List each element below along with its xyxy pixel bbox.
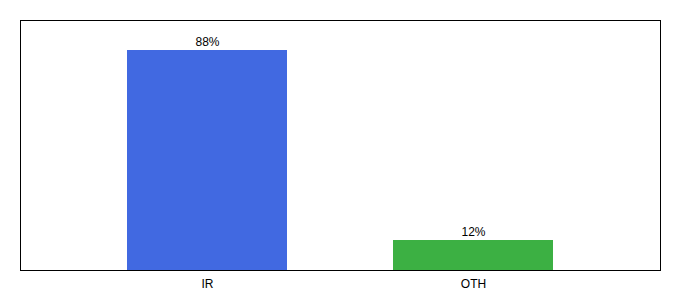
svg-text:IR: IR	[202, 277, 214, 291]
svg-text:OTH: OTH	[461, 277, 486, 291]
svg-text:88%: 88%	[195, 35, 219, 49]
svg-text:12%: 12%	[461, 225, 485, 239]
